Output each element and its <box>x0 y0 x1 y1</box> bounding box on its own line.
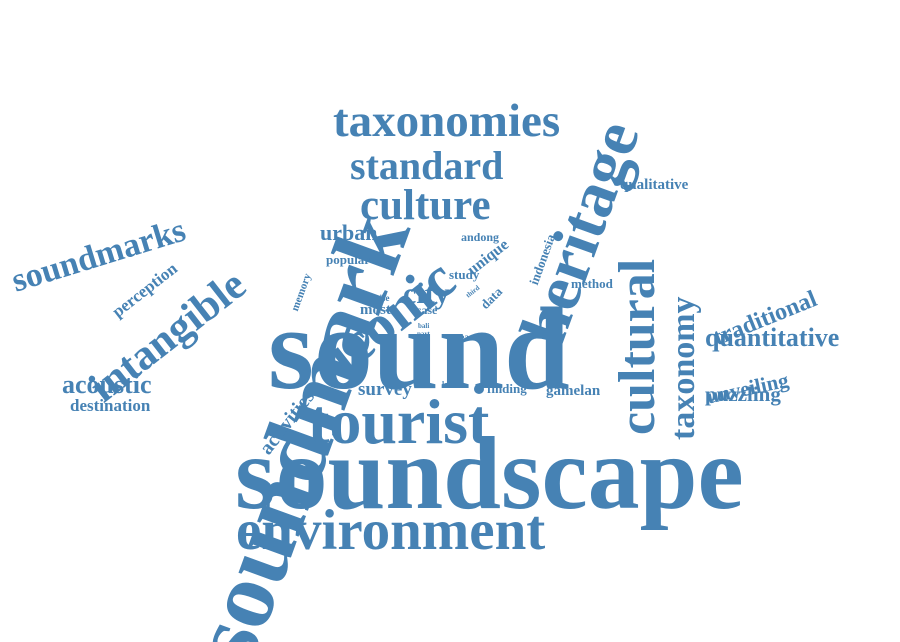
word-study: study <box>449 267 480 282</box>
word-sound: sound <box>268 283 570 414</box>
word-standard: standard <box>350 143 504 188</box>
word-case: case <box>416 303 438 317</box>
word-acoustic: acoustic <box>62 370 152 399</box>
word-destination: destination <box>70 396 151 415</box>
word-level: level <box>442 380 458 389</box>
word-gamelan: gamelan <box>546 383 601 399</box>
word-cultural: cultural <box>609 258 666 435</box>
word-city: city <box>403 277 450 310</box>
word-qualitative: qualitative <box>620 177 689 193</box>
dot-mark <box>474 384 484 394</box>
word-method: method <box>571 276 613 291</box>
word-finding: finding <box>487 381 527 396</box>
word-popular: popular <box>326 252 371 267</box>
word-quantitative: quantitative <box>705 323 840 352</box>
word-bali: bali <box>418 322 430 330</box>
word-andong: andong <box>461 230 500 244</box>
word-puzzling: puzzling <box>705 382 781 406</box>
word-soundscape: soundscape <box>235 416 744 531</box>
word-environment: environment <box>236 499 546 562</box>
word-noise: noise <box>370 293 390 303</box>
word-part: part <box>417 330 430 338</box>
word-taxonomies: taxonomies <box>333 95 561 147</box>
word-urban: urban <box>320 220 378 245</box>
word-culture: culture <box>360 182 491 229</box>
word-most: most <box>360 302 391 318</box>
word-area: area <box>452 332 469 342</box>
word-tourist: tourist <box>308 386 490 457</box>
word-survey: survey <box>358 379 412 400</box>
